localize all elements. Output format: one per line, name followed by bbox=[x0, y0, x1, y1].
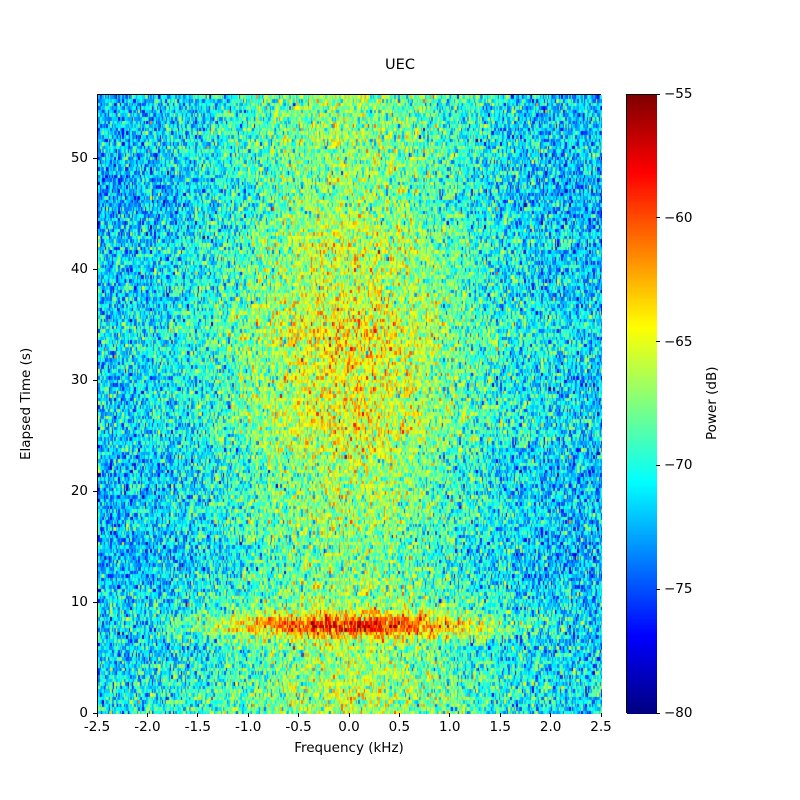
x-tick bbox=[146, 713, 148, 717]
y-axis-label: Elapsed Time (s) bbox=[18, 347, 34, 460]
y-tick bbox=[93, 490, 97, 492]
colorbar-tick bbox=[656, 464, 660, 466]
y-tick-label: 10 bbox=[70, 594, 88, 611]
x-tick bbox=[600, 713, 602, 717]
x-tick-label: -1.0 bbox=[235, 719, 262, 735]
colorbar-tick-label: −70 bbox=[664, 457, 693, 474]
x-tick-label: 2.5 bbox=[590, 719, 612, 735]
y-tick bbox=[93, 601, 97, 603]
x-tick bbox=[550, 713, 552, 717]
y-tick bbox=[93, 712, 97, 714]
x-tick bbox=[499, 713, 501, 717]
x-axis-label: Frequency (kHz) bbox=[294, 740, 404, 756]
x-tick bbox=[398, 713, 400, 717]
x-tick bbox=[197, 713, 199, 717]
x-tick-label: -1.5 bbox=[184, 719, 211, 735]
x-tick bbox=[247, 713, 249, 717]
x-tick-label: 0.0 bbox=[338, 719, 360, 735]
y-tick bbox=[93, 157, 97, 159]
y-tick-label: 40 bbox=[70, 261, 88, 278]
colorbar bbox=[626, 94, 657, 714]
colorbar-tick-label: −80 bbox=[664, 705, 693, 721]
x-tick-label: -0.5 bbox=[285, 719, 312, 735]
colorbar-tick bbox=[656, 217, 660, 219]
colorbar-label: Power (dB) bbox=[704, 366, 720, 440]
x-tick-label: 1.0 bbox=[439, 719, 461, 735]
title-line-station: UEC bbox=[385, 57, 415, 73]
x-tick-label: 2.0 bbox=[539, 719, 562, 735]
x-tick-label: 1.5 bbox=[489, 719, 511, 735]
colorbar-tick bbox=[656, 712, 660, 714]
x-tick bbox=[348, 713, 350, 717]
x-tick-label: 0.5 bbox=[388, 719, 411, 735]
x-tick bbox=[449, 713, 451, 717]
x-tick-label: -2.0 bbox=[134, 719, 161, 735]
colorbar-tick bbox=[656, 341, 660, 343]
y-tick bbox=[93, 379, 97, 381]
colorbar-gradient bbox=[627, 95, 657, 714]
spectrogram-axes bbox=[97, 94, 602, 714]
colorbar-tick-label: −75 bbox=[664, 581, 693, 598]
spectrogram-image bbox=[98, 95, 602, 714]
colorbar-tick-label: −65 bbox=[664, 333, 693, 350]
y-tick bbox=[93, 268, 97, 270]
colorbar-tick-label: −55 bbox=[664, 86, 693, 102]
x-tick bbox=[298, 713, 300, 717]
colorbar-tick bbox=[656, 93, 660, 95]
x-tick-label: -2.5 bbox=[83, 719, 111, 735]
colorbar-tick bbox=[656, 588, 660, 590]
y-tick-label: 20 bbox=[70, 483, 88, 500]
colorbar-tick-label: −60 bbox=[664, 209, 693, 226]
y-tick-label: 30 bbox=[70, 372, 88, 389]
y-tick-label: 50 bbox=[70, 150, 88, 167]
y-tick-label: 0 bbox=[79, 705, 88, 721]
x-tick bbox=[96, 713, 98, 717]
